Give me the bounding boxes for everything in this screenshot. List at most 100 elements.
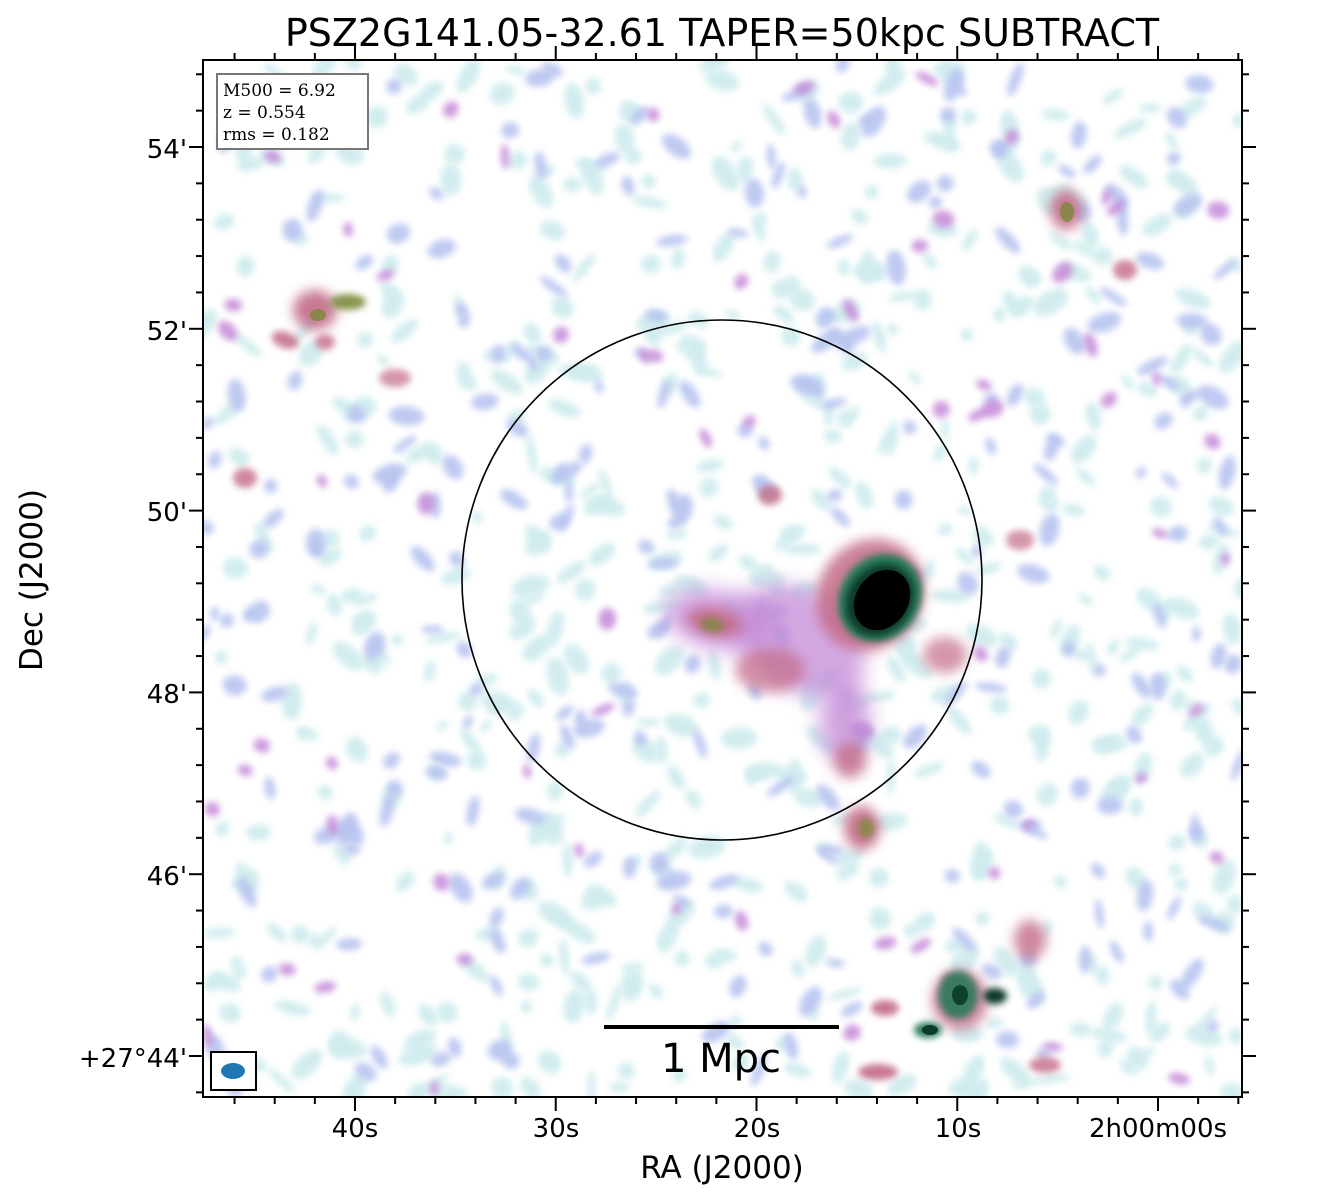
emission-blob — [784, 881, 808, 903]
emission-blob — [1069, 1022, 1092, 1037]
emission-blob — [1093, 664, 1106, 677]
emission-blob — [1048, 232, 1074, 251]
emission-blob — [872, 320, 887, 354]
x-tick-label: 10s — [935, 1114, 982, 1144]
emission-blob — [873, 812, 908, 832]
emission-blob — [971, 760, 991, 779]
emission-blob — [214, 213, 235, 230]
emission-blob — [887, 655, 906, 683]
emission-blob — [734, 273, 749, 290]
emission-blob — [621, 176, 635, 196]
emission-blob — [429, 187, 444, 200]
emission-blob — [489, 82, 515, 105]
info-redshift: z = 0.554 — [223, 103, 306, 123]
emission-blob — [1128, 798, 1144, 816]
emission-blob — [794, 788, 823, 808]
emission-blob — [694, 366, 723, 378]
emission-blob — [1149, 1021, 1170, 1043]
emission-blob — [654, 645, 685, 675]
emission-blob — [456, 371, 478, 391]
emission-blob — [471, 511, 483, 524]
emission-blob — [693, 692, 711, 709]
emission-blob — [442, 454, 464, 480]
emission-blob — [751, 1053, 767, 1087]
emission-blob — [379, 991, 396, 1018]
emission-blob — [960, 328, 974, 342]
emission-blob — [1180, 958, 1204, 990]
emission-blob — [911, 239, 929, 253]
emission-blob — [733, 877, 764, 893]
emission-blob — [1093, 247, 1113, 266]
emission-blob — [517, 973, 540, 991]
emission-blob — [1113, 118, 1148, 139]
emission-blob — [1099, 287, 1128, 307]
emission-blob — [1206, 1020, 1219, 1033]
emission-blob — [290, 925, 311, 944]
emission-blob — [253, 738, 271, 753]
emission-blob — [490, 1076, 514, 1097]
emission-blob — [1119, 165, 1149, 189]
emission-blob — [635, 718, 661, 727]
emission-blob — [460, 728, 481, 754]
emission-blob — [579, 482, 601, 499]
emission-blob — [617, 1062, 635, 1080]
emission-blob — [699, 60, 730, 73]
emission-blob — [971, 841, 989, 879]
emission-blob — [264, 150, 281, 163]
emission-blob — [1121, 374, 1134, 391]
emission-blob — [359, 524, 376, 542]
emission-blob — [598, 468, 612, 499]
emission-blob — [575, 578, 596, 601]
emission-blob — [955, 547, 974, 566]
emission-blob — [990, 695, 1010, 715]
emission-blob — [767, 776, 794, 797]
emission-blob — [520, 1076, 541, 1097]
emission-blob — [264, 478, 278, 494]
emission-blob — [988, 866, 1001, 880]
emission-blob — [1005, 129, 1019, 145]
emission-blob — [1145, 999, 1157, 1035]
emission-blob — [511, 574, 550, 598]
emission-blob — [499, 1049, 520, 1069]
emission-blob — [522, 764, 532, 779]
emission-blob — [720, 727, 758, 750]
emission-blob — [1208, 496, 1235, 516]
emission-blob — [785, 758, 804, 795]
emission-blob — [708, 543, 728, 563]
emission-blob — [1109, 940, 1124, 964]
emission-blob — [1119, 1059, 1138, 1076]
emission-blob — [873, 153, 908, 169]
emission-blob — [973, 645, 988, 662]
y-tick-label: 52' — [147, 317, 187, 347]
emission-blob — [992, 813, 1021, 830]
emission-blob — [489, 975, 503, 996]
emission-blob — [758, 436, 770, 451]
emission-blob — [640, 254, 661, 274]
emission-blob — [376, 269, 395, 282]
emission-blob — [656, 234, 688, 247]
emission-blob — [249, 539, 269, 559]
emission-blob — [1062, 641, 1076, 657]
emission-blob — [552, 462, 568, 484]
emission-blob — [261, 966, 278, 983]
emission-blob — [989, 139, 1009, 155]
emission-blob — [514, 808, 546, 825]
emission-blob — [936, 175, 954, 192]
emission-blob — [489, 907, 504, 928]
emission-blob — [1076, 467, 1096, 486]
emission-blob — [1093, 564, 1111, 581]
emission-blob — [662, 133, 691, 160]
emission-blob — [217, 320, 238, 341]
emission-blob — [210, 606, 220, 621]
emission-blob — [1054, 875, 1067, 889]
emission-blob — [657, 379, 671, 409]
emission-blob — [457, 691, 478, 712]
emission-blob — [957, 506, 972, 516]
emission-blob — [510, 877, 531, 900]
emission-blob — [321, 529, 340, 549]
emission-blob — [985, 437, 997, 455]
emission-blob — [1006, 530, 1034, 550]
emission-blob — [481, 872, 504, 890]
emission-blob — [884, 421, 899, 456]
emission-blob — [1180, 752, 1205, 778]
